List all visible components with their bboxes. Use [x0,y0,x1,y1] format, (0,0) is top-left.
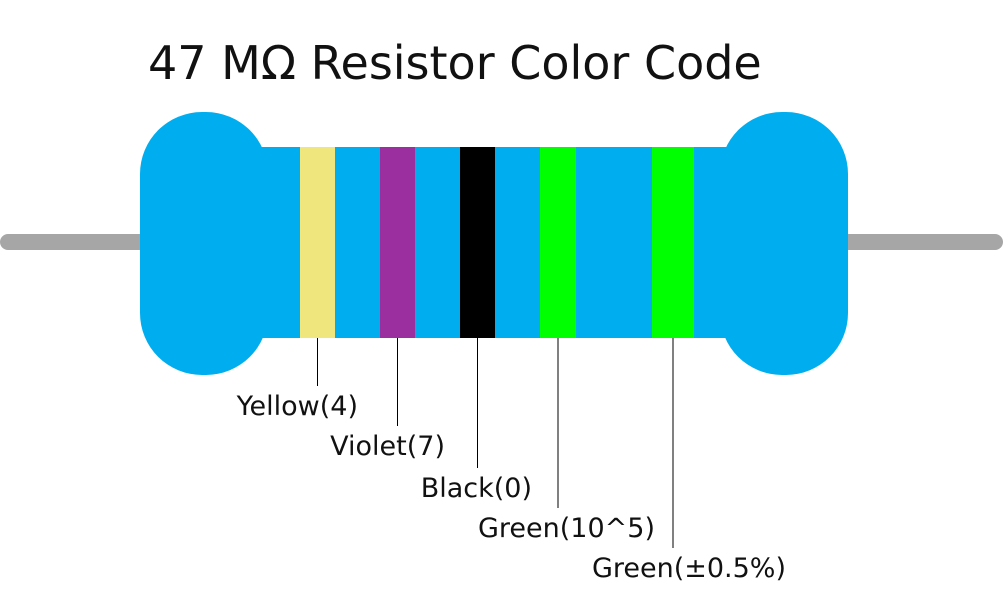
band-label: Yellow(4) [236,391,358,422]
title: 47 MΩ Resistor Color Code [148,36,762,90]
bands: Yellow(4) Violet(7) Black(0) Green(10^5) Gre… [236,147,786,584]
band-label: Violet(7) [330,431,445,462]
color-band [300,147,335,338]
right-end-cap [720,112,848,375]
color-band [652,147,694,338]
color-band [380,147,415,338]
band-label: Green(10^5) [478,513,655,544]
color-band [460,147,495,338]
band-label: Black(0) [421,473,532,504]
left-end-cap [140,112,268,375]
band-label: Green(±0.5%) [592,553,786,584]
color-band [540,147,576,338]
